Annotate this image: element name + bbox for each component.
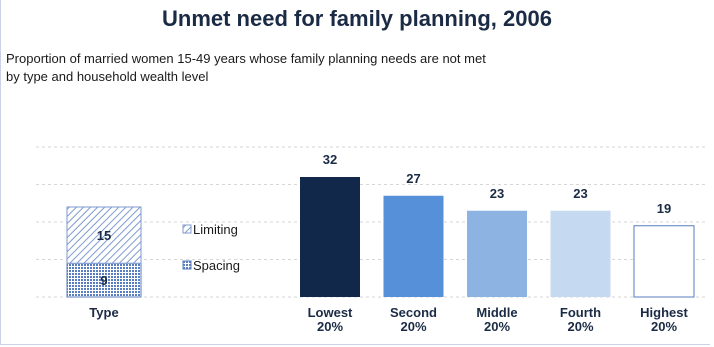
x-tick-label: Lowest (308, 305, 353, 320)
chart-subtitle: Proportion of married women 15-49 years … (6, 50, 606, 86)
data-label: 32 (323, 152, 337, 167)
legend-swatch-limiting (182, 224, 192, 234)
labels: 915Type32Lowest20%27Second20%23Middle20%… (89, 152, 688, 334)
type-bar-value-spacing: 9 (100, 273, 107, 288)
bar (300, 177, 360, 297)
x-tick-label: Middle (476, 305, 517, 320)
x-tick-label: 20% (651, 319, 677, 334)
x-tick-label: 20% (567, 319, 593, 334)
data-label: 23 (573, 186, 587, 201)
x-tick-label: 20% (400, 319, 426, 334)
data-label: 23 (490, 186, 504, 201)
data-label: 19 (657, 201, 671, 216)
bar (383, 195, 444, 297)
x-tick-label: 20% (484, 319, 510, 334)
subtitle-line-1: Proportion of married women 15-49 years … (6, 51, 486, 66)
legend-swatch-spacing (182, 260, 192, 270)
bar (550, 210, 611, 297)
bars (66, 177, 695, 298)
bar (467, 210, 527, 297)
x-tick-label: 20% (317, 319, 343, 334)
legend-label-spacing: Spacing (193, 258, 240, 273)
legend-label-limiting: Limiting (193, 222, 238, 237)
type-bar-limiting (66, 206, 142, 264)
bar (633, 225, 695, 298)
x-tick-label: Highest (640, 305, 688, 320)
x-tick-label: Fourth (560, 305, 601, 320)
x-tick-label: Type (89, 305, 118, 320)
type-bar-value-limiting: 15 (97, 228, 111, 243)
chart-title: Unmet need for family planning, 2006 (162, 6, 552, 31)
subtitle-line-2: by type and household wealth level (6, 69, 209, 84)
data-label: 27 (406, 171, 420, 186)
legend: Limiting Spacing (182, 222, 240, 273)
x-tick-label: Second (390, 305, 437, 320)
